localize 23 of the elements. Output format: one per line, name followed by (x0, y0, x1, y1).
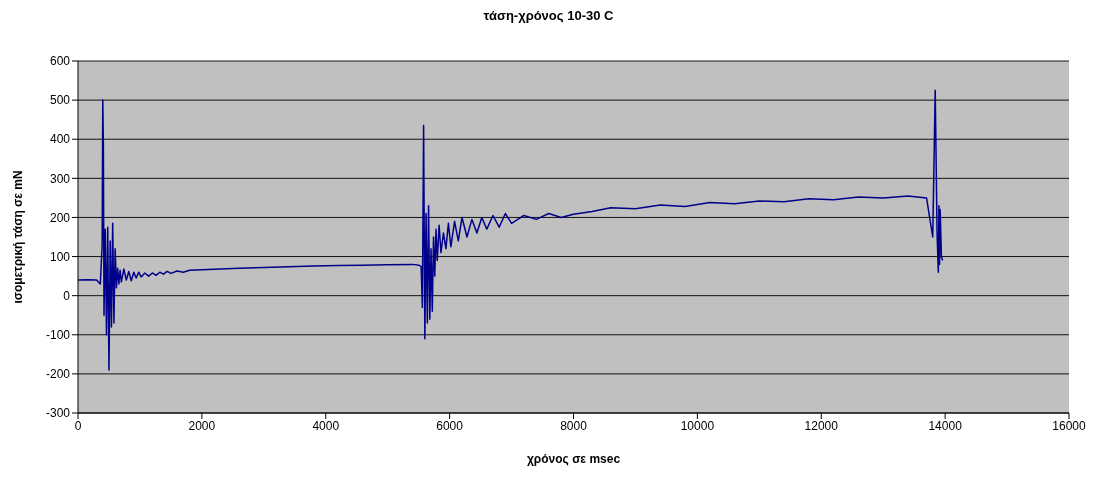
y-axis-title: ισομετρική τάση σε mN (11, 170, 26, 304)
y-tick-label: 600 (49, 54, 71, 69)
y-tick-label: 0 (63, 288, 71, 303)
x-tick-label: 12000 (804, 418, 839, 433)
line-series (78, 89, 944, 371)
x-tick-label: 0 (74, 418, 82, 433)
x-tick-label: 6000 (436, 418, 464, 433)
y-tick-label: -200 (45, 367, 71, 382)
y-tick-label: 400 (49, 132, 71, 147)
y-tick-label: 300 (49, 171, 71, 186)
y-tick-label: -100 (45, 328, 71, 343)
x-tick-label: 8000 (560, 418, 588, 433)
y-tick-label: 500 (49, 93, 71, 108)
chart-title: τάση-χρόνος 10-30 C (482, 8, 615, 23)
x-tick-label: 14000 (928, 418, 963, 433)
x-tick-label: 16000 (1052, 418, 1087, 433)
y-tick-label: 200 (49, 210, 71, 225)
x-axis-title: χρόνος σε msec (526, 452, 621, 466)
x-tick-label: 4000 (312, 418, 340, 433)
y-tick-label: 100 (49, 249, 71, 264)
y-tick-label: -300 (45, 406, 71, 421)
x-tick-label: 10000 (680, 418, 715, 433)
x-tick-label: 2000 (188, 418, 216, 433)
